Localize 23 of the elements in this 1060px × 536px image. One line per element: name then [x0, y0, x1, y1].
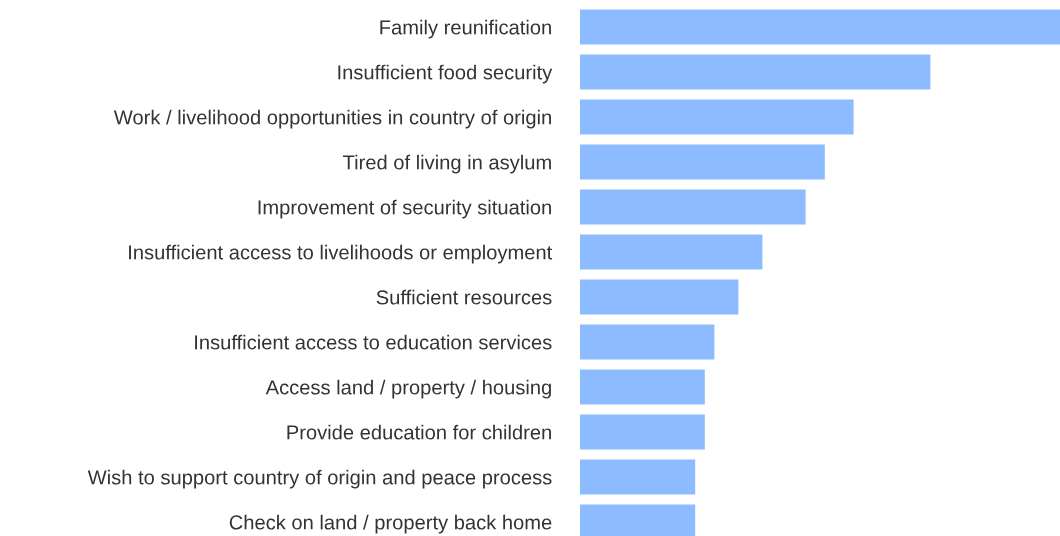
- bar: [580, 459, 696, 495]
- y-tick-label: Tired of living in asylum: [343, 154, 551, 174]
- y-tick-label: Improvement of security situation: [258, 199, 551, 219]
- bar: [580, 414, 705, 450]
- bar: [580, 99, 854, 135]
- y-tick-label: Sufficient resources: [376, 289, 552, 305]
- bar: [580, 234, 763, 270]
- bar: [580, 144, 825, 180]
- y-tick-label: Work / livelihood opportunities in country of origin: [113, 109, 551, 129]
- bar: [580, 54, 931, 90]
- y-tick-label: Check on land / property back home: [229, 514, 552, 534]
- y-tick-label: Wish to support country of origin and peace process: [87, 469, 552, 489]
- bar: [580, 369, 705, 405]
- y-tick-label: Insufficient access to education services: [195, 334, 552, 350]
- y-tick-label: Insufficient access to livelihoods or employment: [129, 244, 553, 264]
- y-tick-label: Insufficient food security: [338, 64, 553, 84]
- y-tick-label: Provide education for children: [287, 424, 551, 440]
- bar: [580, 189, 806, 225]
- bar: [580, 9, 1060, 45]
- bar: [580, 279, 739, 315]
- y-tick-label: Access land / property / housing: [265, 379, 551, 399]
- y-tick-label: Family reunification: [380, 19, 551, 39]
- bar: [580, 324, 715, 360]
